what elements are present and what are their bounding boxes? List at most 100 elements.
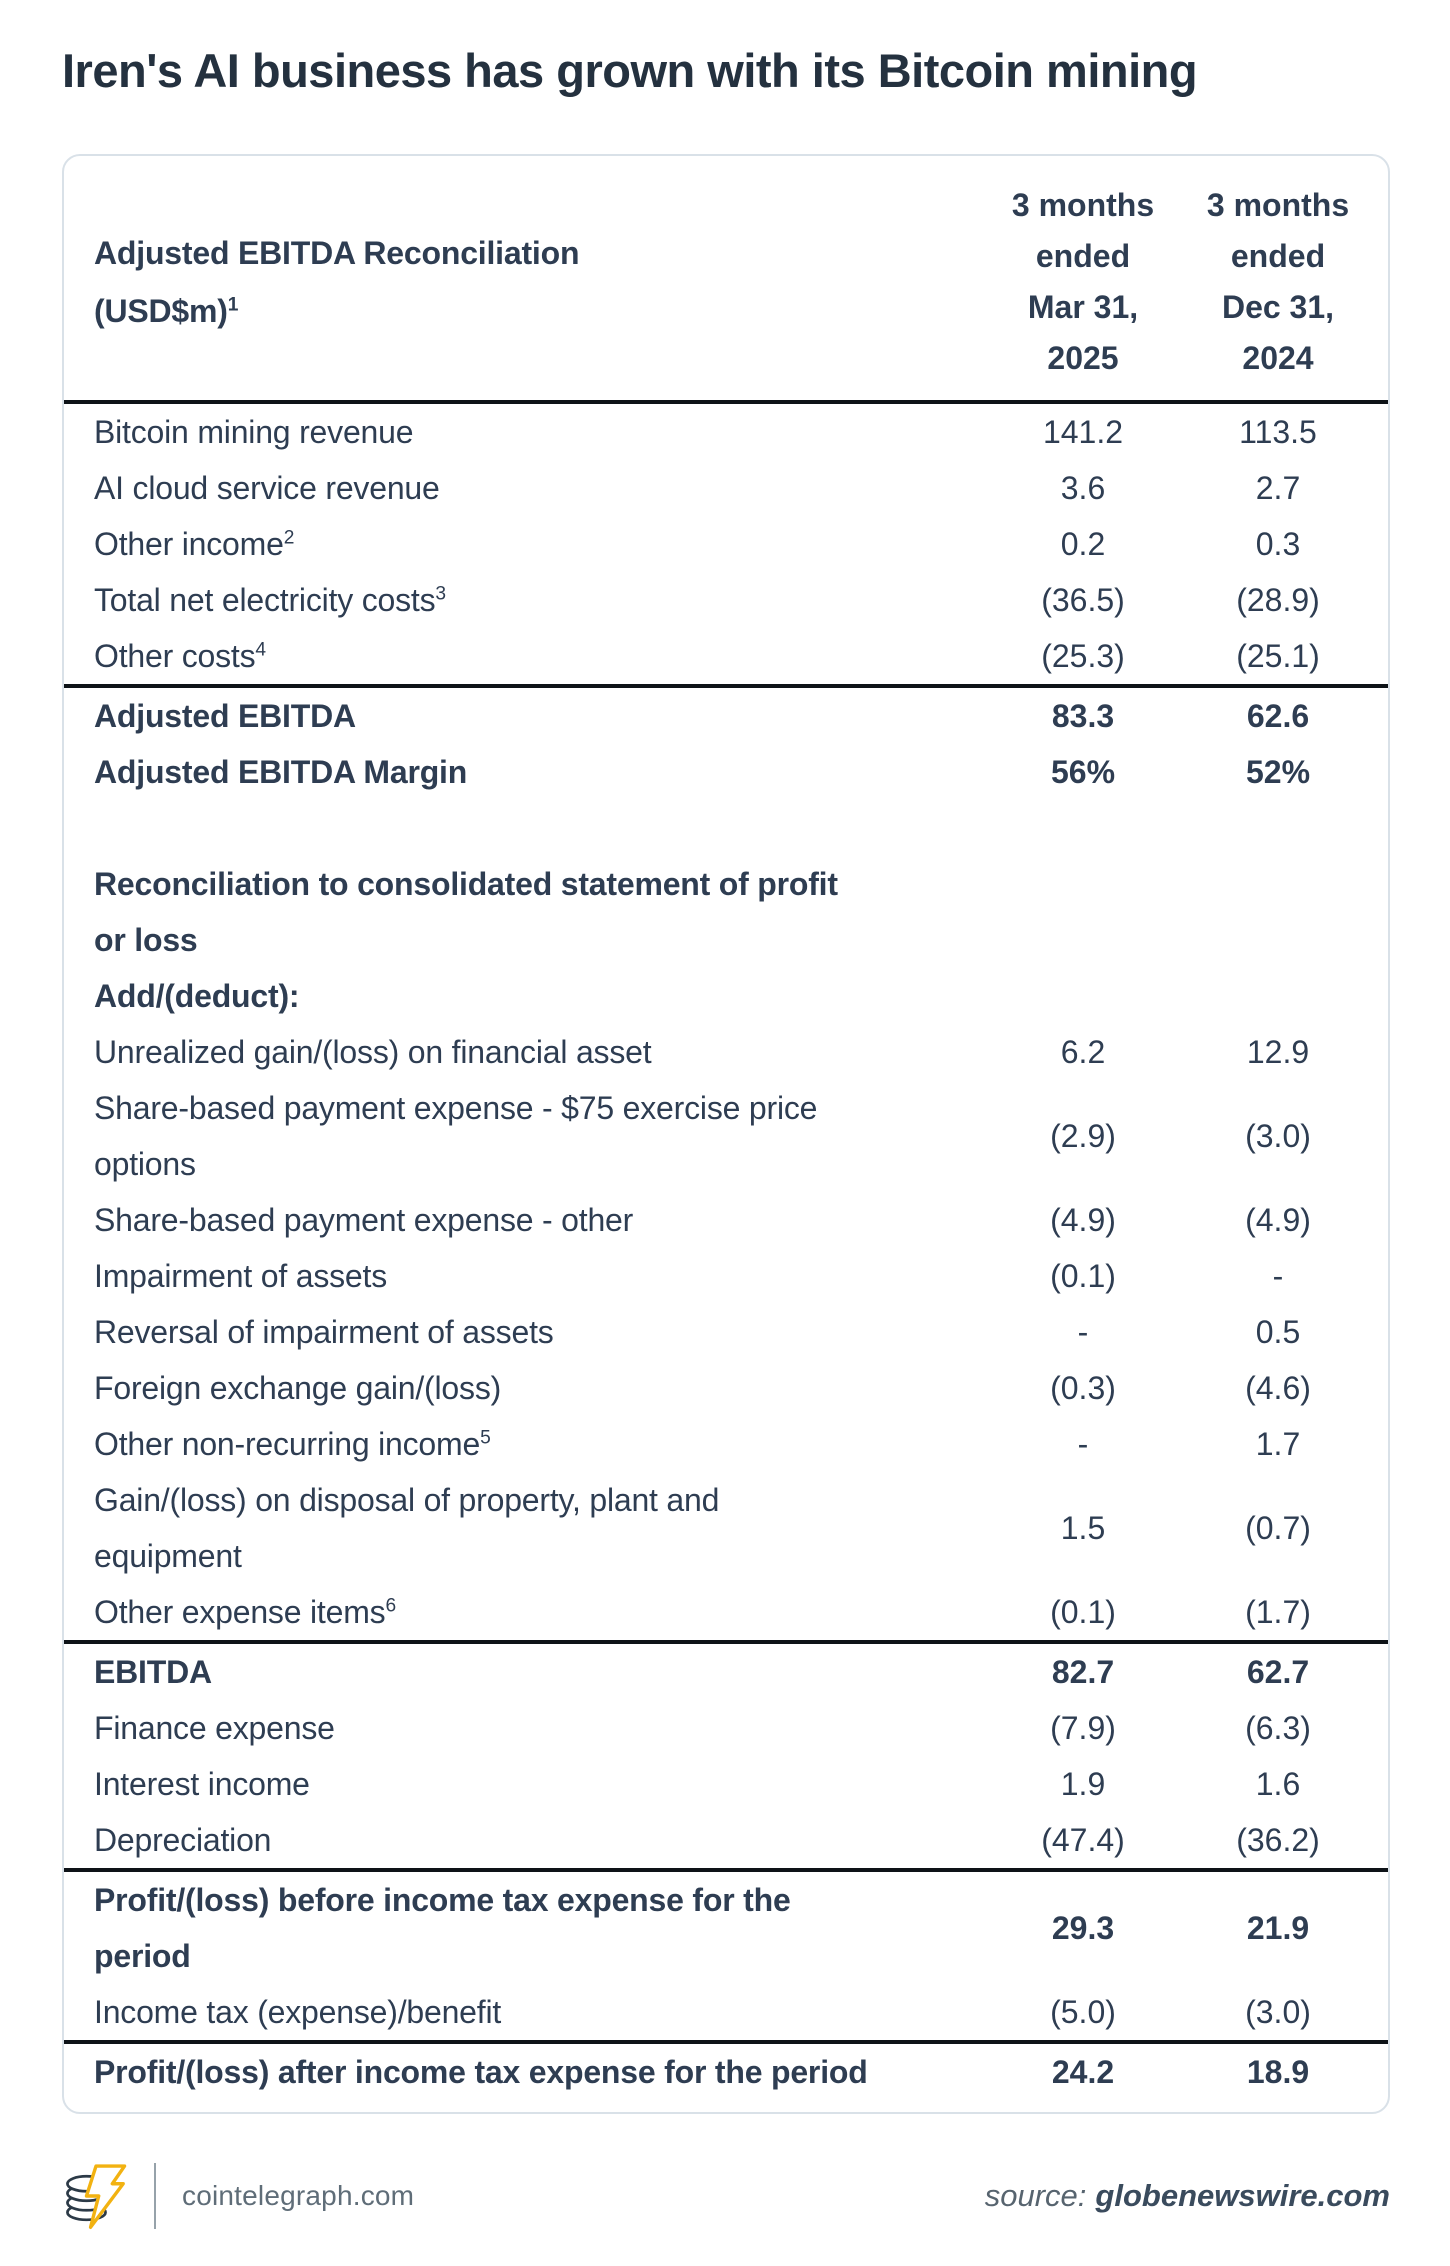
value-dec-2024: (6.3) [1245, 1710, 1311, 1747]
section-divider [64, 1640, 1388, 1645]
value-mar-2025: 1.5 [1060, 1510, 1106, 1547]
value-dec-2024: 0.3 [1255, 526, 1301, 563]
row-label: Other non-recurring income5 [94, 1426, 491, 1463]
footnote-marker: 5 [480, 1427, 491, 1449]
value-mar-2025: 24.2 [1051, 2054, 1115, 2091]
table-card: Adjusted EBITDA Reconciliation (USD$m)1 … [62, 154, 1390, 2115]
row-label: Add/(deduct): [94, 978, 300, 1015]
row-label: Adjusted EBITDA [94, 698, 356, 735]
value-mar-2025: (5.0) [1050, 1994, 1116, 2031]
source-label: source: [984, 2178, 1087, 2214]
row-label: Reconciliation to consolidated statement… [94, 866, 838, 959]
row-label: Depreciation [94, 1822, 272, 1859]
table-header: Adjusted EBITDA Reconciliation (USD$m)1 … [64, 156, 1388, 400]
value-mar-2025: 1.9 [1060, 1766, 1106, 1803]
value-dec-2024: 12.9 [1246, 1034, 1310, 1071]
value-dec-2024: (36.2) [1236, 1822, 1320, 1859]
row-label: Adjusted EBITDA Margin [94, 754, 468, 791]
footnote-marker: 3 [435, 583, 446, 605]
row-label: Unrealized gain/(loss) on financial asse… [94, 1034, 652, 1071]
table-row: Interest income 1.9 1.6 [64, 1756, 1388, 1812]
header-col-dec-2024: 3 months ended Dec 31, 2024 [1206, 187, 1350, 377]
table-row: Bitcoin mining revenue 141.2 113.5 [64, 404, 1388, 460]
row-label: Bitcoin mining revenue [94, 414, 414, 451]
table-row: Foreign exchange gain/(loss) (0.3) (4.6) [64, 1360, 1388, 1416]
value-dec-2024: (28.9) [1236, 582, 1320, 619]
row-label: Foreign exchange gain/(loss) [94, 1370, 502, 1407]
row-label: Gain/(loss) on disposal of property, pla… [94, 1482, 720, 1575]
row-label: Other expense items6 [94, 1594, 396, 1631]
table-row: Income tax (expense)/benefit (5.0) (3.0) [64, 1984, 1388, 2040]
row-label: Finance expense [94, 1710, 335, 1747]
section-divider [64, 1868, 1388, 1873]
table-row: Total net electricity costs3 (36.5) (28.9) [64, 572, 1388, 628]
row-label: Income tax (expense)/benefit [94, 1994, 502, 2031]
value-dec-2024: 1.6 [1255, 1766, 1301, 1803]
value-dec-2024: 52% [1245, 754, 1311, 791]
page-title: Iren's AI business has grown with its Bi… [62, 44, 1198, 97]
value-mar-2025: (7.9) [1050, 1710, 1116, 1747]
value-dec-2024: 21.9 [1246, 1910, 1310, 1947]
row-label: Impairment of assets [94, 1258, 388, 1295]
value-mar-2025: - [1077, 1426, 1089, 1463]
table-row: Add/(deduct): [64, 968, 1388, 1024]
table-row: Other income2 0.2 0.3 [64, 516, 1388, 572]
value-mar-2025: - [1077, 1314, 1089, 1351]
value-dec-2024: 18.9 [1246, 2054, 1310, 2091]
table-row: Profit/(loss) before income tax expense … [64, 1872, 1388, 1984]
value-dec-2024: (3.0) [1245, 1994, 1311, 2031]
table-row: Share-based payment expense - other (4.9)… [64, 1192, 1388, 1248]
table-row: Reversal of impairment of assets - 0.5 [64, 1304, 1388, 1360]
table-row: AI cloud service revenue 3.6 2.7 [64, 460, 1388, 516]
value-mar-2025: (0.1) [1050, 1594, 1116, 1631]
value-dec-2024: (1.7) [1245, 1594, 1311, 1631]
value-mar-2025: 0.2 [1060, 526, 1106, 563]
row-label: AI cloud service revenue [94, 470, 440, 507]
header-footnote-marker: 1 [227, 294, 239, 316]
value-mar-2025: 141.2 [1042, 414, 1124, 451]
section-divider [64, 684, 1388, 689]
brand-name: cointelegraph.com [182, 2180, 415, 2212]
table-row: Adjusted EBITDA Margin 56% 52% [64, 744, 1388, 800]
table-row: Other costs4 (25.3) (25.1) [64, 628, 1388, 684]
lightning-bolt-icon [84, 2164, 127, 2230]
value-dec-2024: (4.9) [1245, 1202, 1311, 1239]
table-row: Profit/(loss) after income tax expense f… [64, 2044, 1388, 2100]
row-label: Interest income [94, 1766, 310, 1803]
source-site: globenewswire.com [1095, 2178, 1390, 2214]
row-label: Total net electricity costs3 [94, 582, 446, 619]
value-dec-2024: 62.7 [1246, 1654, 1310, 1691]
value-dec-2024: 62.6 [1246, 698, 1310, 735]
table-body: Bitcoin mining revenue 141.2 113.5 AI cloud… [64, 404, 1388, 2100]
value-mar-2025: 56% [1050, 754, 1116, 791]
table-row: Other expense items6 (0.1) (1.7) [64, 1584, 1388, 1640]
footnote-marker: 6 [385, 1595, 396, 1617]
value-mar-2025: 82.7 [1051, 1654, 1115, 1691]
value-mar-2025: (47.4) [1041, 1822, 1125, 1859]
table-row: Gain/(loss) on disposal of property, pla… [64, 1472, 1388, 1584]
value-dec-2024: 2.7 [1255, 470, 1301, 507]
brand-divider [154, 2163, 156, 2230]
spacer-row [64, 800, 1388, 856]
row-label: Profit/(loss) before income tax expense … [94, 1882, 791, 1975]
cointelegraph-logo-icon [66, 2164, 127, 2230]
header-label: Adjusted EBITDA Reconciliation (USD$m)1 [94, 224, 988, 340]
row-label: EBITDA [94, 1654, 212, 1691]
section-divider [64, 2040, 1388, 2045]
value-mar-2025: (36.5) [1041, 582, 1125, 619]
value-dec-2024: - [1272, 1258, 1284, 1295]
footer: cointelegraph.com source: globenewswire.c… [62, 2156, 1390, 2266]
header-label-text: Adjusted EBITDA Reconciliation (USD$m) [94, 235, 580, 330]
table-row: Other non-recurring income5 - 1.7 [64, 1416, 1388, 1472]
table-row: Depreciation (47.4) (36.2) [64, 1812, 1388, 1868]
footnote-marker: 2 [283, 527, 295, 549]
value-mar-2025: (4.9) [1050, 1202, 1116, 1239]
row-label: Other income2 [94, 526, 295, 563]
value-mar-2025: 83.3 [1051, 698, 1115, 735]
value-dec-2024: 1.7 [1255, 1426, 1301, 1463]
value-dec-2024: (4.6) [1245, 1370, 1311, 1407]
header-divider [64, 400, 1388, 405]
value-dec-2024: (25.1) [1236, 638, 1320, 675]
header-col-mar-2025: 3 months ended Mar 31, 2025 [1011, 187, 1155, 377]
value-mar-2025: (0.3) [1050, 1370, 1116, 1407]
